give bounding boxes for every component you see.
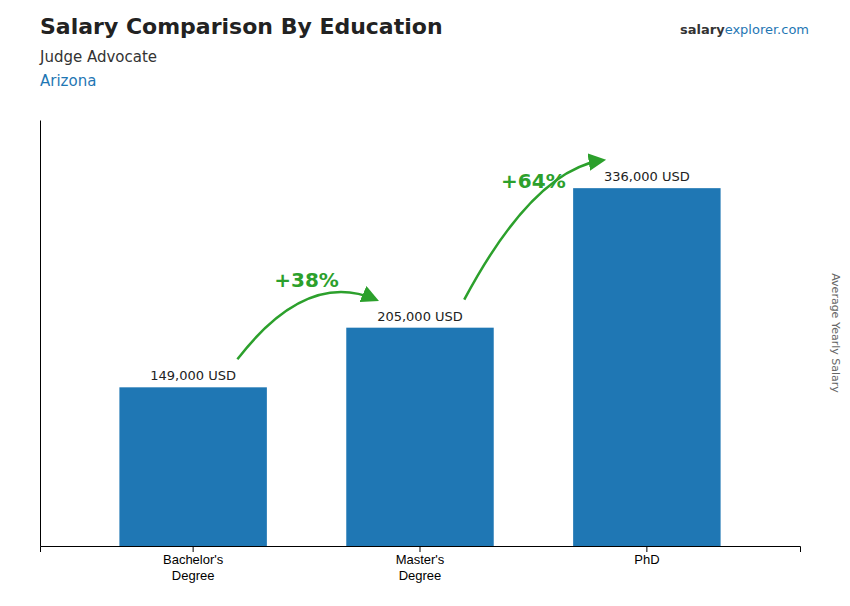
axis-line <box>40 121 41 547</box>
axis-title: Average Yearly Salary <box>829 273 842 393</box>
bar <box>119 387 266 546</box>
tick-mark <box>193 546 194 552</box>
brand-part: salary <box>680 22 725 37</box>
tick: Bachelor'sDegree <box>163 546 224 583</box>
bar <box>346 328 493 546</box>
chart: Salary Comparison By Education Judge Advo… <box>0 0 850 606</box>
subtitle: Judge Advocate <box>39 48 157 66</box>
data-labels: 149,000 USD 205,000 USD 336,000 USD <box>150 169 689 383</box>
data-label: 336,000 USD <box>604 169 690 184</box>
data-label: 149,000 USD <box>150 368 236 383</box>
y-axis <box>40 121 41 547</box>
data-label: 205,000 USD <box>377 309 463 324</box>
arrow <box>237 292 375 359</box>
bar <box>573 188 720 546</box>
tick-mark <box>646 546 647 552</box>
arrow <box>464 160 602 300</box>
brand-part: explorer.com <box>725 22 809 37</box>
brand: salaryexplorer.com <box>680 22 809 37</box>
tick-label: Bachelor'sDegree <box>163 552 224 583</box>
x-axis: Bachelor'sDegree Master'sDegree PhD <box>41 546 801 583</box>
tick: PhD <box>634 546 659 567</box>
tick-label: PhD <box>634 552 659 567</box>
axis-line <box>41 547 801 553</box>
tick-mark <box>420 546 421 552</box>
annotations: +38% +64% <box>237 160 602 359</box>
tick: Master'sDegree <box>396 546 445 583</box>
annotation: +38% <box>274 268 339 292</box>
annotation: +64% <box>501 169 566 193</box>
tick-label: Master'sDegree <box>396 552 445 583</box>
plot: Bachelor'sDegree Master'sDegree PhD 149,000… <box>41 121 801 583</box>
bars <box>119 188 720 546</box>
title: Salary Comparison By Education <box>40 14 443 39</box>
subtitle: Arizona <box>40 72 96 90</box>
